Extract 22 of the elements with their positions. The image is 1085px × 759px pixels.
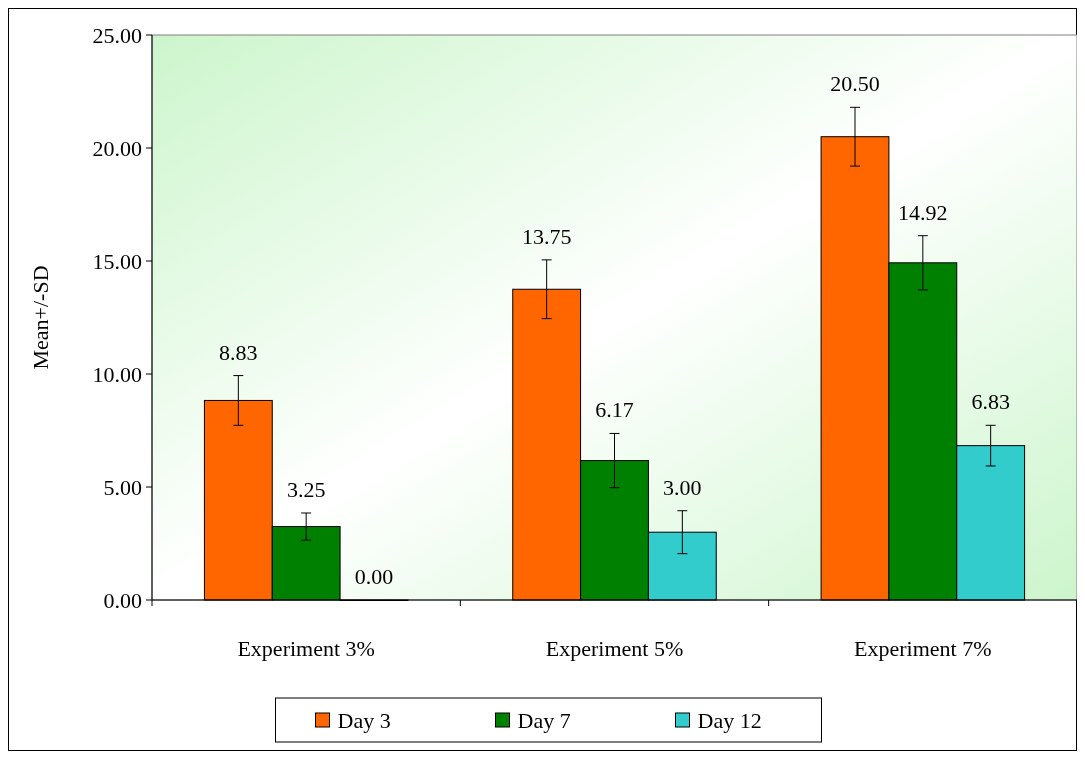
x-tick-label: Experiment 5% bbox=[545, 636, 684, 661]
legend-label: Day 3 bbox=[337, 707, 391, 733]
data-label: 3.25 bbox=[286, 476, 326, 502]
data-label: 6.17 bbox=[595, 397, 634, 423]
data-label: 20.50 bbox=[830, 71, 880, 97]
data-label: 3.00 bbox=[663, 474, 702, 500]
y-axis-title: Mean+/-SD bbox=[28, 265, 53, 370]
data-label: 6.83 bbox=[971, 389, 1010, 415]
y-tick-label: 20.00 bbox=[92, 135, 142, 161]
y-tick-label: 15.00 bbox=[92, 248, 142, 274]
y-tick-label: 10.00 bbox=[92, 361, 142, 387]
data-label: 14.92 bbox=[898, 199, 948, 225]
legend-label: Day 12 bbox=[697, 707, 762, 733]
y-tick-label: 0.00 bbox=[103, 587, 142, 613]
legend-label: Day 7 bbox=[517, 707, 571, 733]
data-label: 8.83 bbox=[219, 339, 258, 365]
y-tick-label: 25.00 bbox=[92, 22, 142, 48]
data-label: 13.75 bbox=[521, 223, 572, 249]
x-tick-label: Experiment 7% bbox=[854, 636, 992, 661]
y-tick-label: 5.00 bbox=[103, 474, 142, 500]
data-label: 0.00 bbox=[354, 564, 394, 589]
x-tick-label: Experiment 3% bbox=[237, 636, 375, 661]
